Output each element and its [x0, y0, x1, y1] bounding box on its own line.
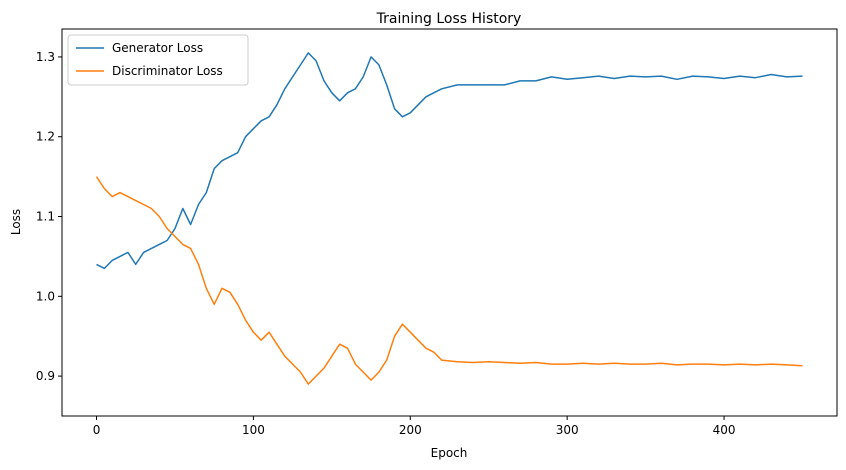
x-axis: 0 100 200 300 400 — [93, 416, 736, 437]
x-tick-label: 100 — [242, 423, 265, 437]
plot-frame — [61, 28, 838, 417]
y-tick-label: 1.0 — [36, 289, 55, 303]
x-axis-label: Epoch — [431, 446, 468, 460]
y-axis-label: Loss — [9, 209, 23, 235]
legend-label-discriminator: Discriminator Loss — [112, 64, 223, 78]
y-axis: 0.9 1.0 1.1 1.2 1.3 — [36, 50, 62, 383]
y-tick-label: 0.9 — [36, 369, 55, 383]
x-tick-label: 200 — [399, 423, 422, 437]
y-tick-label: 1.3 — [36, 50, 55, 64]
legend-label-generator: Generator Loss — [112, 41, 203, 55]
plot-area — [95, 52, 803, 385]
series-line-generator — [96, 52, 803, 270]
chart-title: Training Loss History — [376, 11, 522, 27]
x-tick-label: 300 — [556, 423, 579, 437]
x-tick-label: 400 — [713, 423, 736, 437]
y-tick-label: 1.1 — [36, 210, 55, 224]
y-tick-label: 1.2 — [36, 130, 55, 144]
legend-box — [67, 34, 249, 86]
legend: Generator Loss Discriminator Loss — [67, 34, 249, 86]
x-tick-label: 0 — [93, 423, 101, 437]
series-line-discriminator — [95, 176, 803, 385]
